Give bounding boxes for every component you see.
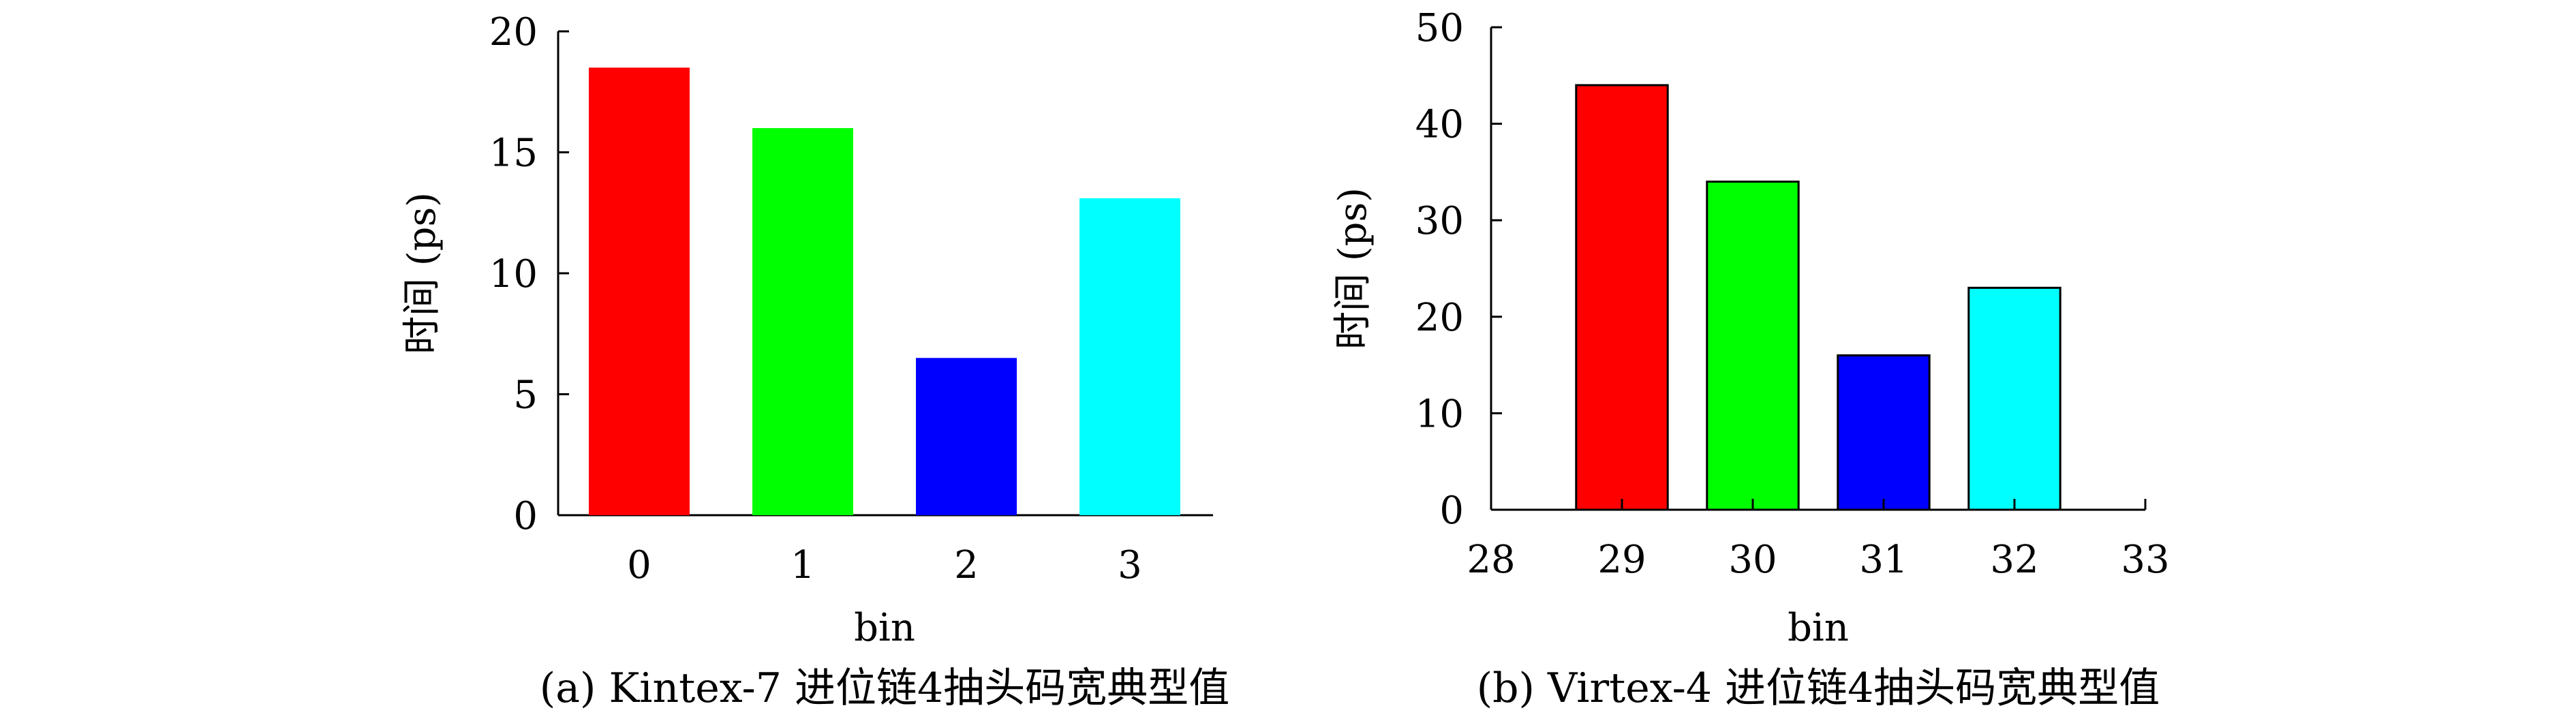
chart-b-y-axis-label: 时间 (ps): [1331, 187, 1375, 350]
chart-b-bar-29: [1575, 84, 1669, 511]
chart-a-x-ticks: 0 1 2 3: [627, 543, 1142, 587]
chart-a-y-tick-label: 20: [489, 10, 538, 55]
chart-b-bar-32: [1967, 286, 2061, 511]
chart-a-x-tick-label: 1: [791, 543, 815, 587]
chart-a-x-tick-label: 3: [1118, 543, 1142, 587]
chart-b-y-tick-label: 20: [1415, 296, 1464, 340]
chart-b-caption: (b) Virtex-4 进位链4抽头码宽典型值: [1477, 664, 2160, 712]
chart-a-kintex7: 0 5 10 15 20 0 1 2 3 bin 时间 (ps) (a) Kintex-7 进…: [400, 10, 1229, 712]
chart-b-y-tick-label: 30: [1415, 199, 1464, 243]
chart-b-y-ticks: 0 10 20 30 40 50: [1415, 6, 1502, 533]
chart-a-bars: [589, 67, 1180, 515]
chart-b-y-tick-label: 0: [1439, 489, 1464, 533]
chart-b-x-ticks: 28 29 30 31 32 33: [1467, 499, 2170, 582]
chart-b-virtex4: 0 10 20 30 40 50 28 29 30 31 32 33 bin 时间 (ps) (b)…: [1331, 6, 2170, 712]
chart-a-x-axis-label: bin: [854, 606, 915, 650]
chart-a-bar-0: [589, 67, 690, 515]
chart-b-y-tick-label: 10: [1415, 392, 1464, 436]
chart-b-y-tick-label: 40: [1415, 103, 1464, 147]
chart-a-bar-2: [916, 358, 1017, 515]
chart-b-y-tick-label: 50: [1415, 6, 1464, 50]
chart-b-bar-31: [1837, 354, 1931, 511]
chart-a-caption: (a) Kintex-7 进位链4抽头码宽典型值: [540, 664, 1229, 712]
chart-a-y-tick-label: 10: [489, 252, 538, 296]
chart-a-y-axis-label: 时间 (ps): [400, 192, 444, 354]
chart-b-x-tick-label: 29: [1597, 538, 1646, 582]
chart-b-x-tick-label: 31: [1859, 538, 1907, 582]
chart-a-y-tick-label: 15: [489, 132, 538, 176]
chart-b-x-tick-label: 30: [1728, 538, 1777, 582]
chart-a-x-tick-label: 2: [954, 543, 979, 587]
chart-a-y-ticks: 0 5 10 15 20: [489, 10, 569, 538]
chart-b-x-tick-label: 28: [1467, 538, 1515, 582]
chart-b-bar-30: [1706, 181, 1800, 511]
chart-a-bar-1: [752, 128, 853, 515]
chart-a-x-tick-label: 0: [627, 543, 651, 587]
chart-b-x-tick-label: 32: [1990, 538, 2038, 582]
chart-b-bars: [1575, 84, 2061, 511]
chart-b-x-tick-label: 33: [2121, 538, 2169, 582]
chart-a-bar-3: [1079, 198, 1180, 515]
chart-a-y-tick-label: 5: [513, 373, 538, 418]
chart-a-y-tick-label: 0: [513, 494, 538, 538]
chart-b-x-axis-label: bin: [1788, 606, 1849, 650]
